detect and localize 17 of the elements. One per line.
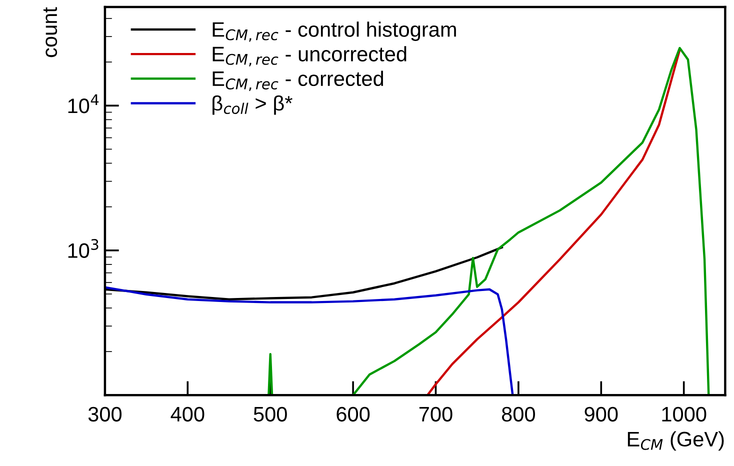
- legend-label: β$_{coll}$ > β*: [212, 95, 292, 115]
- x-tick-label: 800: [502, 406, 536, 422]
- legend-label: E$_{CM,rec}$ - control histogram: [212, 22, 456, 42]
- x-tick-label: 600: [336, 406, 370, 422]
- y-tick-label: 10$^{4}$: [68, 94, 99, 114]
- x-tick-label: 700: [419, 406, 452, 422]
- x-axis-title: E$_{CM}$ (GeV): [628, 431, 724, 451]
- legend-label: E$_{CM,rec}$ - corrected: [212, 70, 384, 91]
- y-axis-title: count: [43, 7, 58, 58]
- line-series: [426, 48, 681, 396]
- legend-label: E$_{CM,rec}$ - uncorrected: [212, 46, 406, 66]
- x-tick-label: 500: [254, 406, 287, 422]
- x-tick-label: 400: [170, 406, 204, 422]
- x-tick-label: 1000: [662, 406, 706, 422]
- x-tick-label: 300: [88, 406, 122, 422]
- x-tick-label: 900: [584, 406, 618, 422]
- y-tick-label: 10$^{3}$: [68, 238, 98, 258]
